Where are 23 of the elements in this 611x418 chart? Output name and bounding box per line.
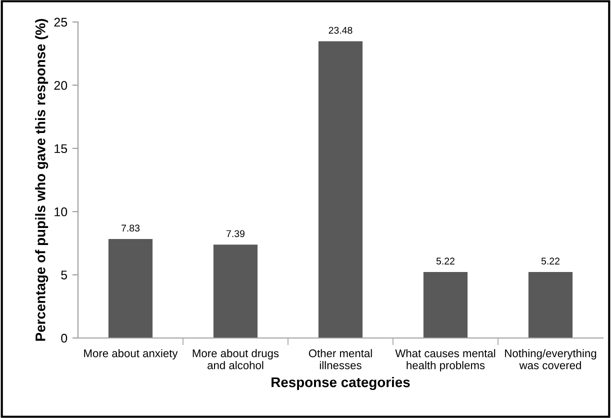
y-axis-title: Percentage of pupils who gave this response (%): [35, 18, 48, 341]
data-label: 23.48: [328, 26, 352, 34]
bar: [528, 272, 573, 338]
bar: [108, 239, 153, 338]
x-tick-label: Nothing/everything was covered: [505, 349, 596, 370]
y-tick-label: 10: [54, 207, 68, 216]
y-tick-label: 0: [61, 334, 68, 343]
y-tick-label: 5: [61, 270, 68, 280]
x-tick-label: More about anxiety: [84, 349, 178, 360]
y-tick-label: 15: [54, 144, 68, 154]
bar: [318, 41, 363, 338]
y-tick-label: 25: [54, 18, 68, 27]
data-label: 7.83: [122, 224, 140, 232]
x-tick-label: Other mental illnesses: [308, 349, 372, 370]
bar: [423, 272, 468, 338]
bar: [213, 244, 258, 338]
data-label: 5.22: [436, 258, 454, 265]
x-tick-label: More about drugs and alcohol: [192, 349, 279, 370]
x-axis-title: Response categories: [272, 376, 410, 390]
data-label: 7.39: [226, 230, 244, 238]
x-tick-label: What causes mental health problems: [395, 349, 496, 372]
data-label: 5.22: [541, 258, 560, 265]
y-tick-label: 20: [54, 81, 68, 90]
